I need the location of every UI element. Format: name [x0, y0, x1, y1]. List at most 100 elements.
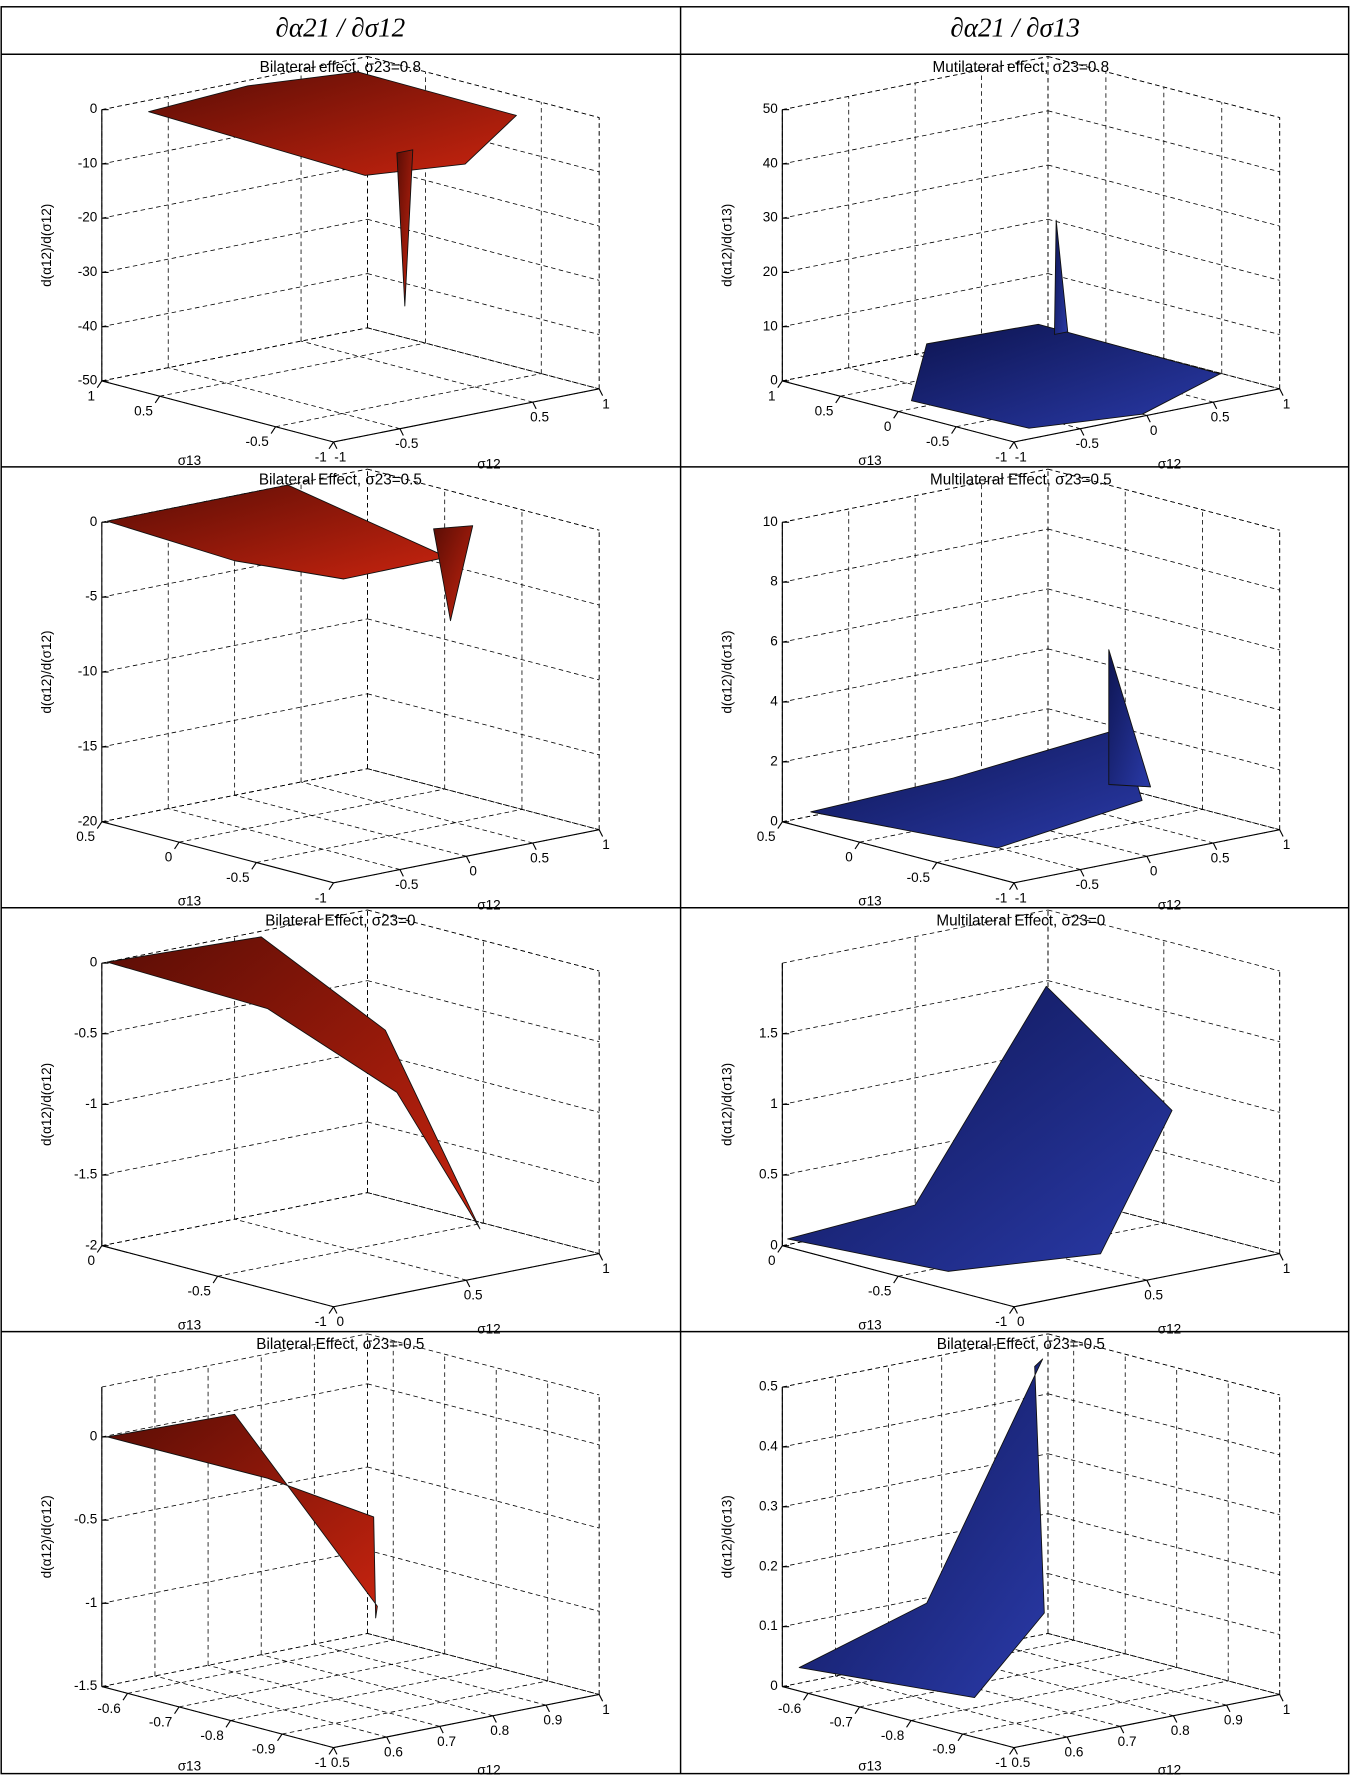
tick-mark	[1146, 1279, 1151, 1288]
tick-mark	[532, 401, 537, 410]
axis-line	[782, 821, 1015, 884]
grid-line	[367, 768, 600, 831]
z-tick-label: -10	[78, 664, 98, 679]
y-tick-label: -0.6	[97, 1701, 120, 1716]
x-tick-label: 0	[337, 1314, 345, 1329]
z-tick-label: 0	[90, 514, 98, 529]
tick-mark	[835, 395, 841, 404]
grid-line	[168, 808, 401, 870]
x-tick-label: 0	[1150, 423, 1158, 438]
grid-line	[367, 1549, 600, 1612]
grid-line	[101, 1633, 368, 1687]
grid-line	[367, 909, 600, 972]
y-tick-label: 0.5	[757, 829, 776, 844]
chart-title: Multilateral Effect, σ23=0	[936, 912, 1105, 929]
tick-mark	[333, 441, 338, 450]
z-tick-label: -20	[78, 210, 98, 225]
grid-line	[101, 1466, 368, 1521]
y-tick-label: -0.7	[829, 1714, 852, 1729]
y-tick-label: 0	[768, 1253, 776, 1268]
y-tick-label: -1	[995, 449, 1007, 464]
grid-line	[178, 1653, 445, 1708]
x-tick-label: 0.5	[464, 1288, 483, 1303]
tick-mark	[803, 1693, 809, 1701]
surface-patch	[106, 484, 448, 580]
z-tick-label: 0.2	[759, 1558, 778, 1573]
z-tick-label: -1.5	[74, 1678, 97, 1693]
grid-line	[994, 1643, 1227, 1706]
grid-line	[367, 327, 600, 390]
y-tick-label: 1	[768, 388, 776, 403]
x-tick-label: 0.5	[331, 1755, 350, 1770]
surface-patch	[1054, 219, 1069, 335]
grid-line	[168, 367, 401, 430]
x-axis-label: σ12	[477, 457, 500, 472]
x-tick-label: 0.5	[530, 850, 549, 865]
z-tick-label: -0.5	[74, 1512, 97, 1527]
x-tick-label: -1	[1015, 890, 1027, 905]
tick-mark	[1212, 842, 1218, 851]
tick-mark	[328, 1747, 335, 1755]
tick-mark	[174, 1706, 180, 1715]
z-tick-label: -50	[78, 373, 98, 388]
z-tick-label: 0	[90, 101, 98, 116]
z-tick-label: 0.1	[759, 1618, 778, 1633]
z-tick-label: -0.5	[74, 1025, 97, 1040]
grid-line	[1047, 1453, 1280, 1516]
y-tick-label: 0	[87, 1253, 95, 1268]
z-axis-label: d(α12)/d(σ13)	[720, 1495, 735, 1578]
grid-line	[101, 218, 368, 273]
column-header: ∂α21 / ∂σ12	[275, 13, 405, 43]
grid-line	[859, 1653, 1126, 1708]
z-tick-label: 0	[770, 373, 778, 388]
z-tick-label: 2	[770, 753, 778, 768]
x-tick-label: 0.8	[1171, 1723, 1190, 1738]
grid-line	[367, 56, 600, 118]
y-tick-label: -0.5	[188, 1284, 211, 1299]
tick-mark	[598, 829, 604, 837]
y-tick-label: -0.7	[149, 1714, 172, 1729]
z-tick-label: 0	[770, 813, 778, 828]
tick-mark	[333, 1747, 338, 1755]
y-tick-label: -1	[315, 449, 327, 464]
z-axis-label: d(α12)/d(σ13)	[720, 204, 735, 287]
z-axis-label: d(α12)/d(σ12)	[39, 204, 54, 287]
x-tick-label: 1	[602, 396, 610, 411]
z-tick-label: 50	[763, 101, 778, 116]
grid-line	[367, 618, 600, 681]
surface-patch	[396, 149, 414, 307]
grid-line	[300, 340, 533, 403]
y-axis-label: σ13	[858, 1758, 881, 1773]
tick-mark	[465, 1279, 471, 1288]
grid-line	[1047, 273, 1280, 335]
tick-mark	[1279, 1694, 1284, 1702]
tick-mark	[854, 841, 861, 850]
tick-mark	[931, 862, 938, 870]
z-tick-label: 8	[770, 574, 778, 589]
tick-mark	[399, 869, 404, 877]
x-tick-label: 0	[1017, 1314, 1025, 1329]
z-tick-label: -10	[78, 155, 98, 170]
axis-line	[101, 1686, 334, 1749]
grid-line	[101, 1050, 368, 1105]
x-tick-label: 0.5	[1211, 850, 1230, 865]
grid-line	[230, 1666, 497, 1721]
tick-mark	[251, 862, 257, 870]
chart-title: Bilateral effect, σ23=0.8	[260, 59, 421, 76]
grid-line	[1047, 1333, 1280, 1396]
axis-line	[1013, 388, 1280, 443]
tick-mark	[1172, 1715, 1178, 1723]
grid-line	[261, 1654, 494, 1717]
tick-mark	[154, 395, 161, 404]
x-tick-label: 0.5	[1144, 1288, 1163, 1303]
y-axis-label: σ13	[178, 453, 201, 468]
x-tick-label: 0.9	[1224, 1713, 1243, 1728]
y-tick-label: 0	[884, 419, 892, 434]
tick-mark	[122, 1693, 129, 1701]
grid-line	[127, 1639, 394, 1694]
tick-mark	[598, 388, 604, 396]
x-tick-label: 0.6	[1065, 1744, 1084, 1759]
grid-line	[782, 218, 1049, 273]
z-tick-label: 0	[90, 955, 98, 970]
axis-line	[782, 1686, 1015, 1749]
